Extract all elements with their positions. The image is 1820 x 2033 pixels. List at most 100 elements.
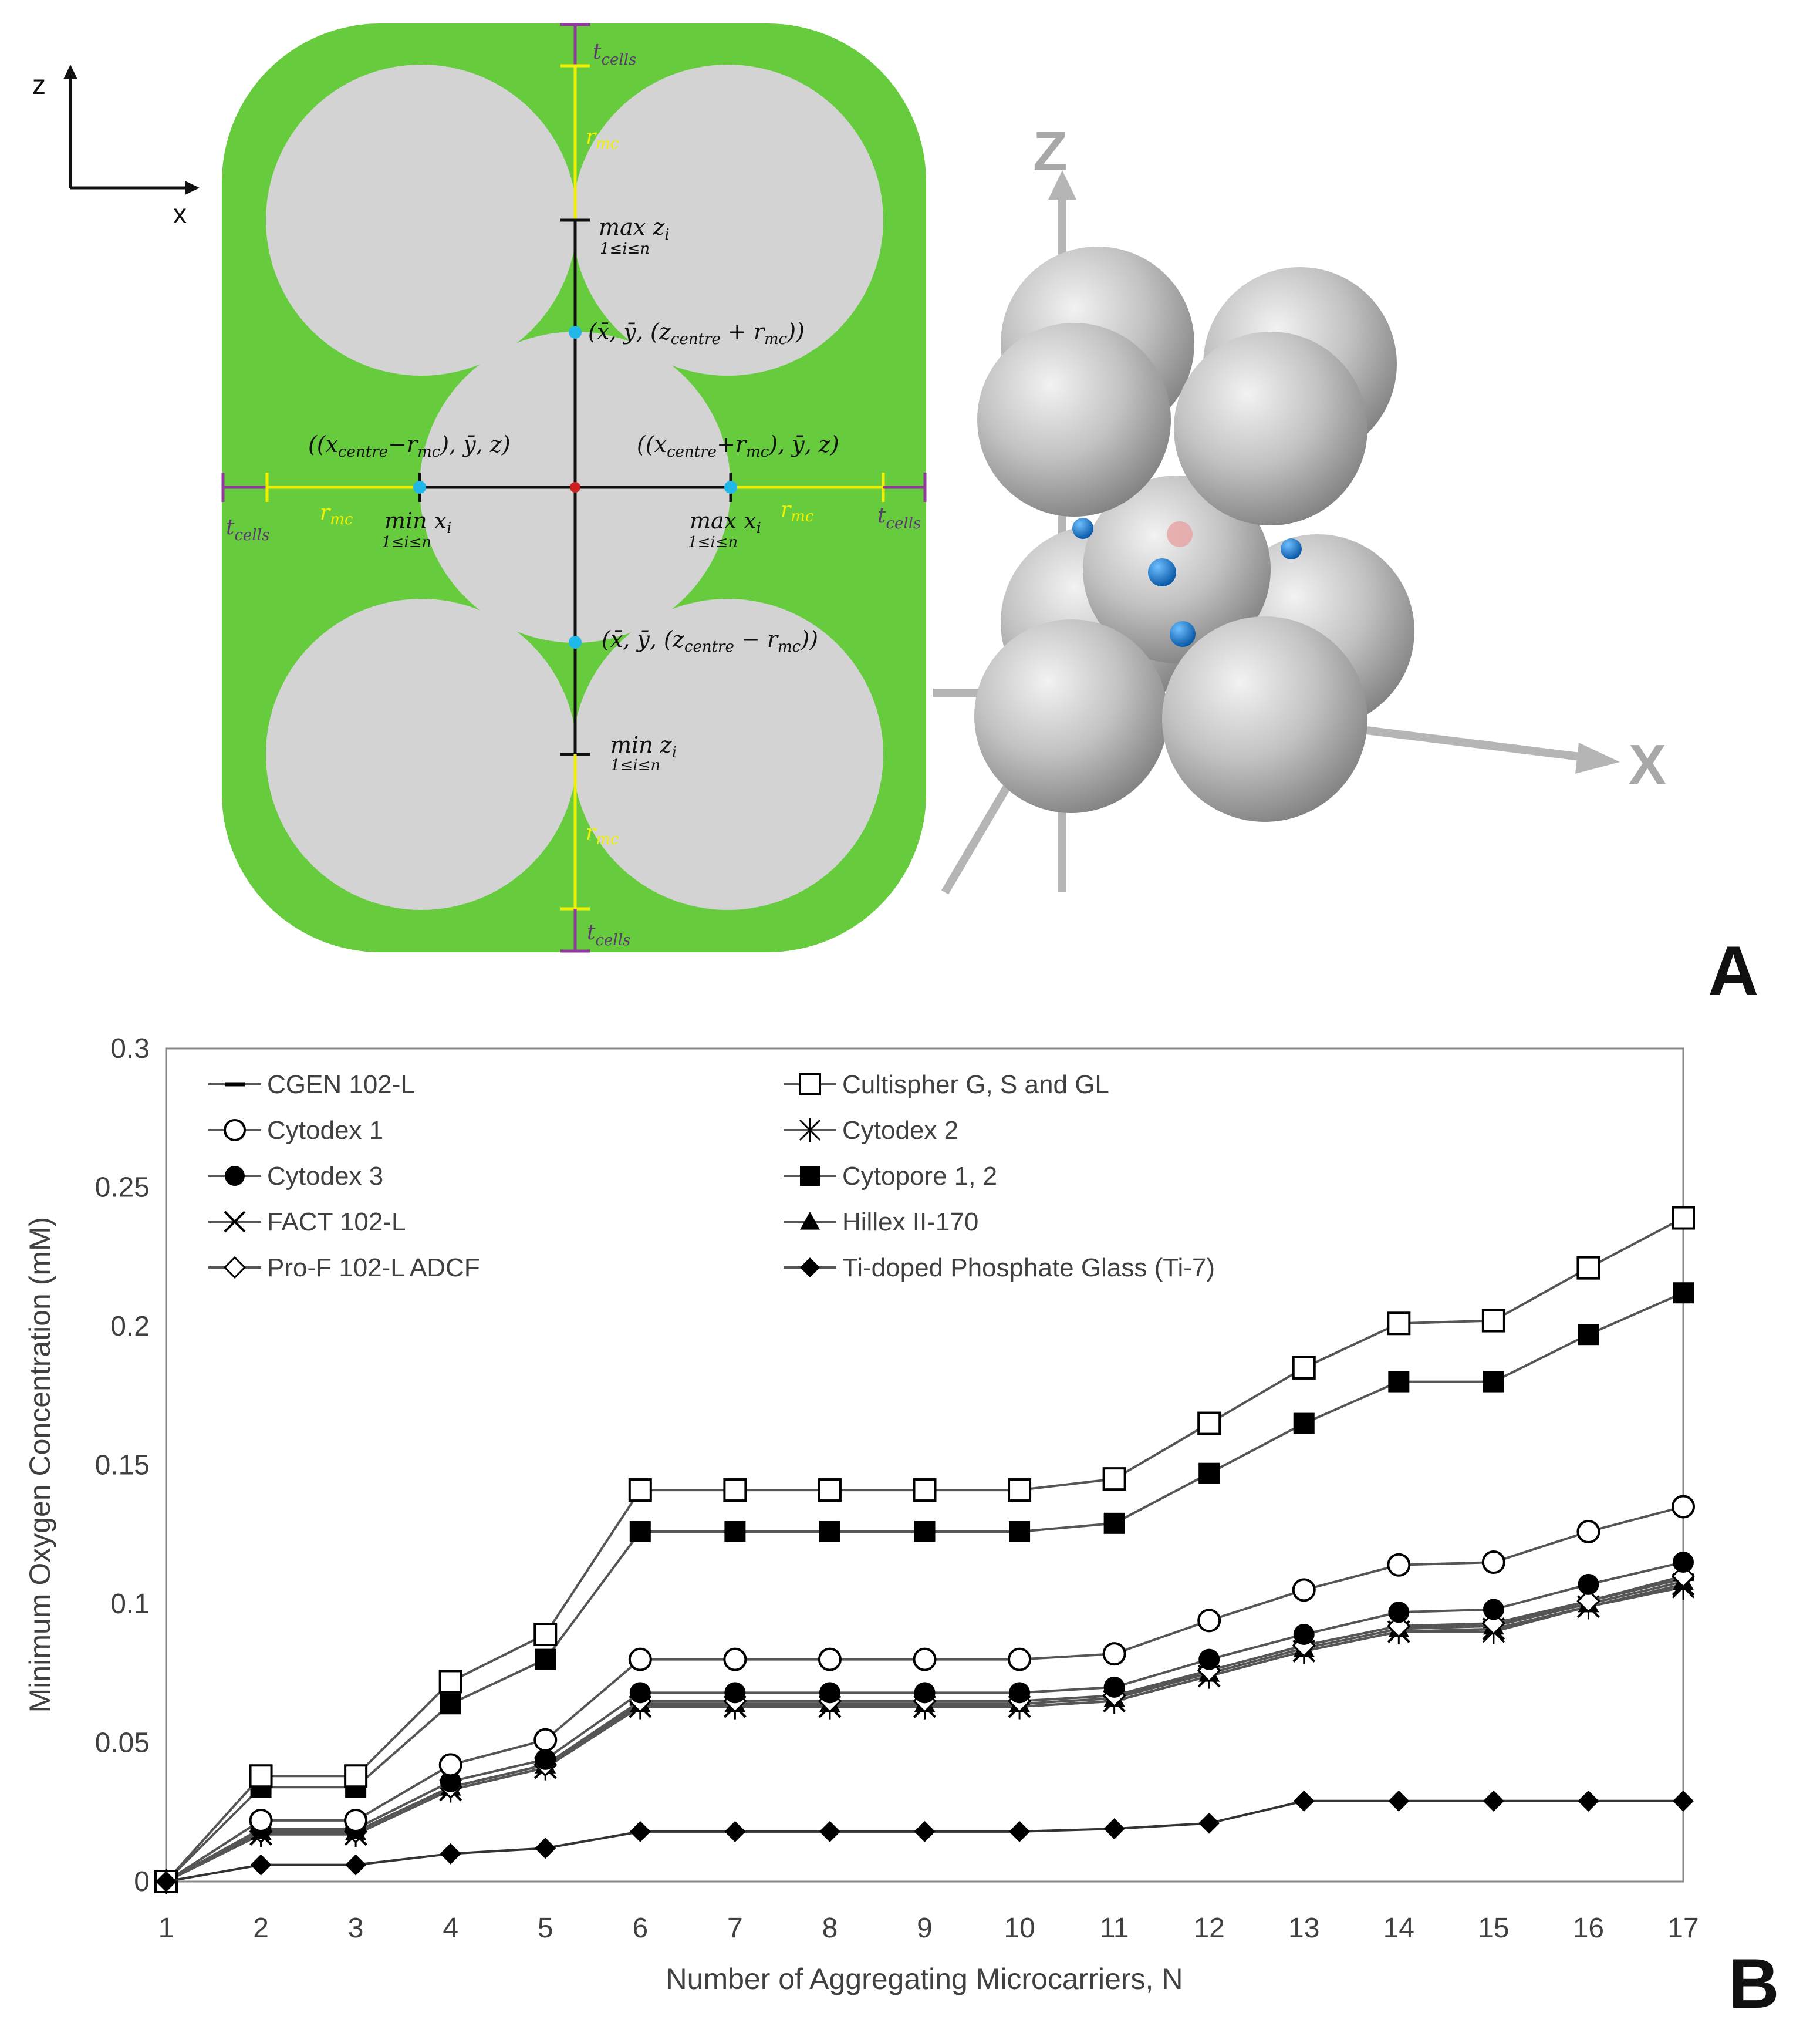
x-tick-label: 5 [538,1913,553,1944]
legend-item: CGEN 102-L [208,1070,415,1099]
data-point [1103,1676,1125,1698]
x-tick-label: 3 [348,1913,364,1944]
min-x-annotation: min xi 1≤i≤n [381,508,452,551]
series-open-square [154,1206,1695,1893]
y-tick-label: 0.15 [95,1450,150,1481]
legend-marker [225,1166,245,1186]
centre-point [570,482,580,493]
x-tick-label: 14 [1383,1913,1414,1944]
data-point [344,1764,368,1788]
data-point [1009,1682,1031,1704]
r-mc-label-top: rmc [586,125,619,153]
data-point [1008,1647,1032,1671]
data-point [1578,1573,1599,1595]
data-point [345,1854,367,1876]
data-point [819,1820,840,1842]
data-point [1008,1478,1032,1502]
data-point [1009,1521,1031,1543]
data-point [914,1682,936,1704]
microcarrier-bottom-right [572,599,883,910]
legend-item: Cytodex 1 [208,1116,383,1145]
data-point [819,1682,840,1704]
data-point [1483,1790,1504,1812]
series-line [165,1292,1684,1883]
svg-text:1≤i≤n: 1≤i≤n [610,757,660,774]
r-mc-label-left: rmc [320,501,353,528]
svg-text:min xi: min xi [384,508,452,537]
y-tick-label: 0.25 [95,1172,150,1203]
x-axis-3d-label: X [1629,733,1666,796]
max-x-annotation: max xi 1≤i≤n [688,508,761,551]
microcarrier-top-left [266,65,577,376]
legend-item: FACT 102-L [208,1208,406,1236]
data-point [1673,1552,1694,1573]
data-point [818,1647,842,1671]
svg-text:1≤i≤n: 1≤i≤n [688,534,738,551]
data-point [1576,1589,1600,1613]
data-point [1673,1282,1694,1304]
plot-area [165,1047,1684,1883]
y-tick-label: 0.05 [95,1728,150,1759]
data-point [1483,1371,1504,1393]
legend-item: Cytopore 1, 2 [784,1162,997,1191]
data-point [1102,1467,1126,1491]
data-point [914,1521,936,1543]
data-point [723,1478,747,1502]
r-mc-label-bottom: rmc [586,821,619,848]
legend-label: Hillex II-170 [842,1208,978,1236]
right-point-label: ((xcentre+rmc), ȳ, z) [637,431,839,461]
data-point [1293,1412,1315,1434]
data-point [1578,1790,1599,1812]
data-point [1197,1411,1221,1435]
legend-label: Cultispher G, S and GL [842,1070,1109,1099]
data-point [628,1478,652,1502]
panel-b-label: B [1728,1944,1780,2023]
legend-marker [800,1212,820,1230]
x-tick-label: 16 [1573,1913,1604,1944]
data-point [535,1748,556,1770]
x-tick-label: 7 [727,1913,743,1944]
legend-item: Hillex II-170 [784,1208,978,1236]
data-point [249,1764,273,1788]
blue-dot-right [1281,538,1302,559]
y-tick-label: 0.1 [110,1589,150,1620]
data-point [1481,1550,1505,1575]
t-cells-label-bottom: tcells [587,921,630,949]
legend-marker [224,1119,246,1141]
data-point [250,1854,272,1876]
data-point [1293,1790,1315,1812]
legend-label: Cytopore 1, 2 [842,1162,997,1191]
data-point [1481,1309,1505,1333]
y-axis-title: Minimum Oxygen Concentration (mM) [23,1217,56,1713]
x-ticks: 1 2 3 4 5 6 7 8 9 10 11 12 13 14 15 16 17 [158,1913,1699,1944]
svg-text:1≤i≤n: 1≤i≤n [381,534,431,551]
centre-dot-3d [1167,521,1193,547]
data-point [440,1693,461,1715]
x-tick-label: 12 [1193,1913,1224,1944]
data-point [535,1838,556,1859]
data-point [249,1808,273,1832]
sphere-front-top-right [1174,332,1367,525]
legend-label: Cytodex 2 [842,1116,958,1145]
data-point [438,1753,462,1777]
series-x [154,1573,1695,1893]
x-axis-title: Number of Aggregating Microcarriers, N [666,1963,1183,1995]
panel-a: z x [32,23,1759,1010]
microcarrier-bottom-left [266,599,577,910]
data-point [1576,1520,1600,1544]
top-extreme-point [569,326,582,339]
legend-label: CGEN 102-L [267,1070,415,1099]
legend-item: Cytodex 3 [208,1162,383,1191]
panel-a-label: A [1708,932,1759,1010]
data-point [1387,1553,1411,1577]
data-point [629,1682,651,1704]
legend-item: Ti-doped Phosphate Glass (Ti-7) [784,1253,1215,1282]
legend-label: Cytodex 3 [267,1162,383,1191]
z-axis-3d-label: Z [1033,120,1068,183]
data-point [913,1478,937,1502]
svg-text:max xi: max xi [690,508,761,537]
legend-label: Ti-doped Phosphate Glass (Ti-7) [842,1253,1215,1282]
sphere-front-bottom-right [1162,616,1367,822]
series-filled-triangle [156,1571,1694,1890]
legend-label: Cytodex 1 [267,1116,383,1145]
